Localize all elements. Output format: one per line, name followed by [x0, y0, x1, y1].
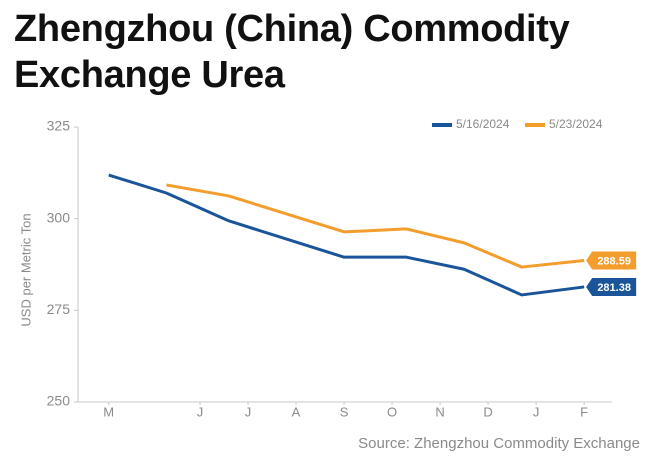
line	[166, 183, 585, 269]
y-tick-label: 300	[47, 209, 71, 225]
chart-title: Zhengzhou (China) Commodity Exchange Ure…	[14, 8, 570, 96]
x-tick-label: O	[387, 404, 397, 419]
x-tick-label: M	[103, 404, 114, 419]
end-label: 288.59	[597, 255, 631, 267]
legend-label: 5/23/2024	[549, 117, 603, 131]
y-tick-label: 325	[47, 118, 71, 134]
x-tick-label: D	[483, 404, 492, 419]
x-tick-label: S	[340, 404, 349, 419]
end-label: 281.38	[597, 282, 631, 294]
x-tick-label: J	[197, 404, 204, 419]
line	[108, 173, 585, 297]
end-label-tag	[586, 251, 637, 270]
y-tick-label: 275	[47, 301, 71, 317]
end-label-tag	[586, 277, 637, 296]
x-tick-label: N	[435, 404, 444, 419]
source: Source: Zhengzhou Commodity Exchange	[358, 435, 640, 452]
x-tick-label: J	[533, 404, 540, 419]
x-tick-label: A	[292, 404, 301, 419]
y-tick-label: 250	[47, 393, 71, 409]
legend-label: 5/16/2024	[456, 117, 510, 131]
x-tick-label: F	[580, 404, 588, 419]
y-axis-label: USD per Metric Ton	[18, 213, 33, 326]
x-tick-label: J	[245, 404, 252, 419]
